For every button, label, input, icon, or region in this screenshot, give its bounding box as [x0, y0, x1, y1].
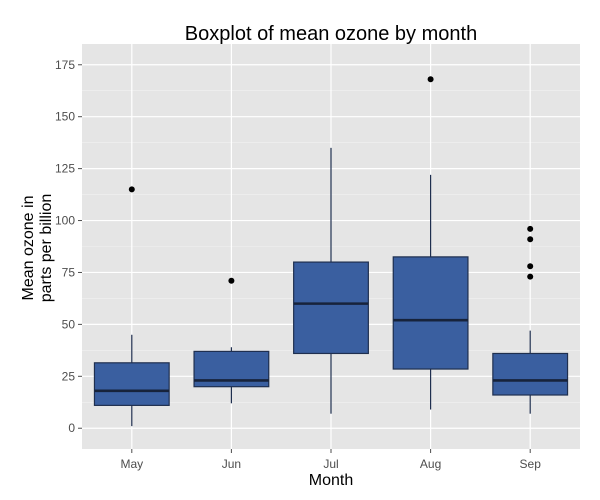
x-tick-label: May: [120, 457, 143, 471]
y-tick-label: 100: [55, 214, 75, 228]
outlier-point: [427, 76, 434, 83]
x-axis-title: Month: [309, 472, 353, 489]
y-tick-label: 75: [62, 265, 76, 279]
y-axis: 0 25 50 75 100 125 150 175: [55, 58, 82, 435]
box-jun: [193, 277, 270, 404]
iqr-box: [93, 362, 170, 406]
box-series: [93, 76, 569, 427]
outlier-point: [527, 273, 534, 280]
y-tick-label: 50: [62, 317, 76, 331]
x-tick-label: Aug: [420, 457, 441, 471]
y-tick-label: 125: [55, 162, 75, 176]
iqr-box: [492, 352, 569, 396]
x-axis: May Jun Jul Aug Sep: [120, 449, 541, 471]
outlier-point: [228, 277, 235, 284]
x-tick-label: Sep: [520, 457, 542, 471]
chart-title: Boxplot of mean ozone by month: [185, 23, 477, 45]
x-tick-label: Jul: [323, 457, 338, 471]
outlier-point: [128, 186, 135, 193]
box-may: [93, 186, 170, 427]
y-tick-label: 175: [55, 58, 75, 72]
outlier-point: [527, 225, 534, 232]
outlier-point: [527, 263, 534, 270]
box-sep: [492, 225, 569, 414]
y-axis-title-line-2: parts per billion: [38, 194, 55, 303]
y-axis-title-line-1: Mean ozone in: [20, 196, 37, 301]
box-aug: [392, 76, 469, 410]
y-tick-label: 0: [68, 421, 75, 435]
iqr-box: [392, 256, 469, 370]
box-jul: [293, 147, 369, 414]
y-tick-label: 25: [62, 369, 76, 383]
y-tick-label: 150: [55, 110, 75, 124]
x-tick-label: Jun: [222, 457, 241, 471]
iqr-box: [293, 261, 369, 355]
outlier-point: [527, 236, 534, 243]
